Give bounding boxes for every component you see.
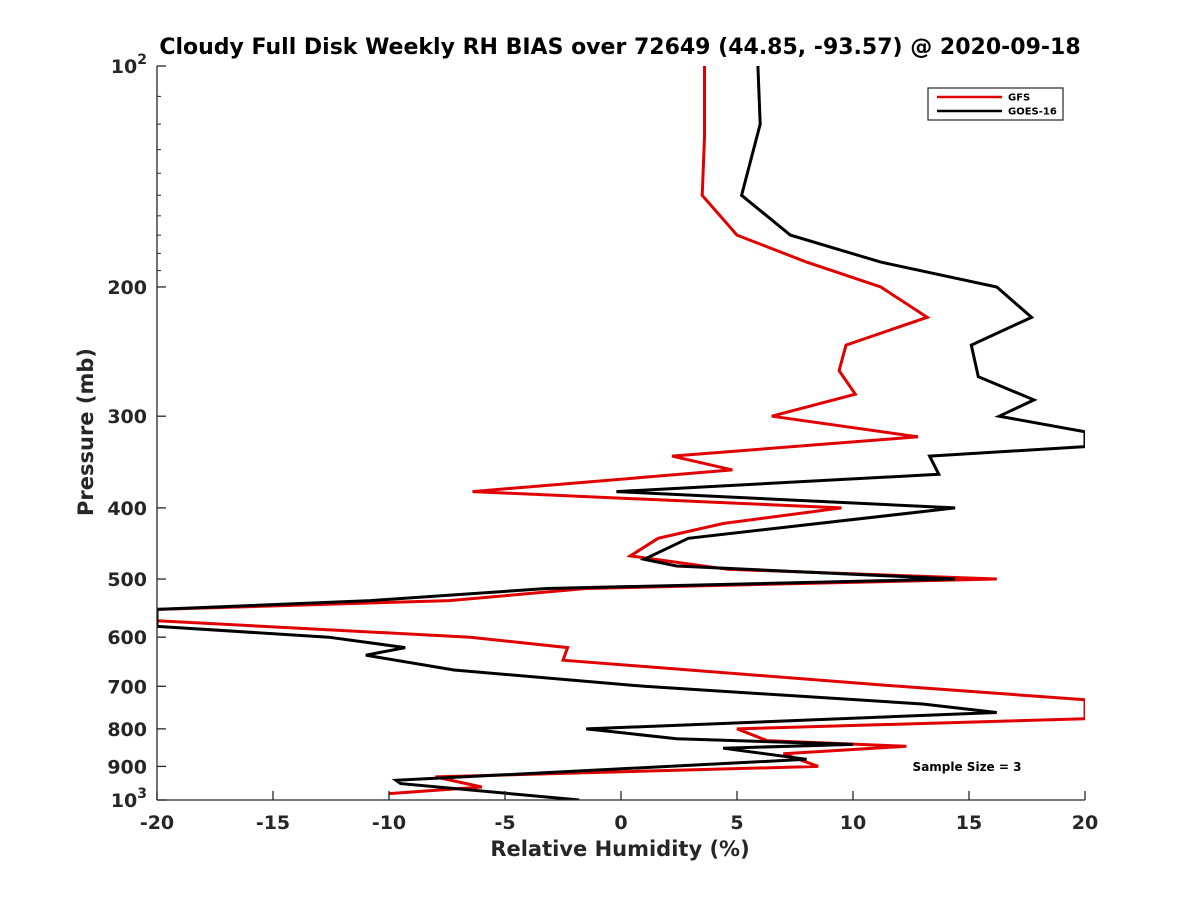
chart-title: Cloudy Full Disk Weekly RH BIAS over 726… [159, 35, 1080, 60]
x-tick-label: 15 [956, 812, 982, 834]
x-tick-label: -5 [494, 812, 515, 834]
y-tick-label: 200 [107, 277, 147, 299]
x-tick-label: 0 [614, 812, 627, 834]
sample-size-annotation: Sample Size = 3 [913, 760, 1022, 774]
series-layer [157, 66, 1085, 800]
y-tick-label: 103 [111, 786, 147, 812]
y-tick-label: 500 [107, 569, 147, 591]
y-tick-label: 300 [107, 406, 147, 428]
y-tick-label: 102 [111, 52, 147, 78]
x-axis-label: Relative Humidity (%) [490, 837, 749, 861]
x-tick-label: 5 [730, 812, 743, 834]
y-tick-label: 800 [107, 719, 147, 741]
y-tick-label: 600 [107, 627, 147, 649]
series-line-goes-16 [157, 66, 1085, 800]
legend-label: GFS [1008, 93, 1030, 104]
y-axis-label: Pressure (mb) [74, 348, 98, 516]
legend: GFS GOES-16 [927, 87, 1064, 121]
x-tick-label: 20 [1072, 812, 1098, 834]
legend-box [927, 87, 1064, 121]
y-tick-label: 700 [107, 676, 147, 698]
x-tick-label: -10 [372, 812, 406, 834]
x-tick-label: -20 [140, 812, 174, 834]
legend-label: GOES-16 [1008, 107, 1057, 118]
y-tick-label: 900 [107, 756, 147, 778]
axes-layer: -20 -15 -10 -5 0 5 10 15 20 102 200 300 400 500 600 700… [107, 52, 1098, 834]
x-tick-label: 10 [840, 812, 866, 834]
x-tick-label: -15 [256, 812, 290, 834]
y-tick-label: 400 [107, 498, 147, 520]
